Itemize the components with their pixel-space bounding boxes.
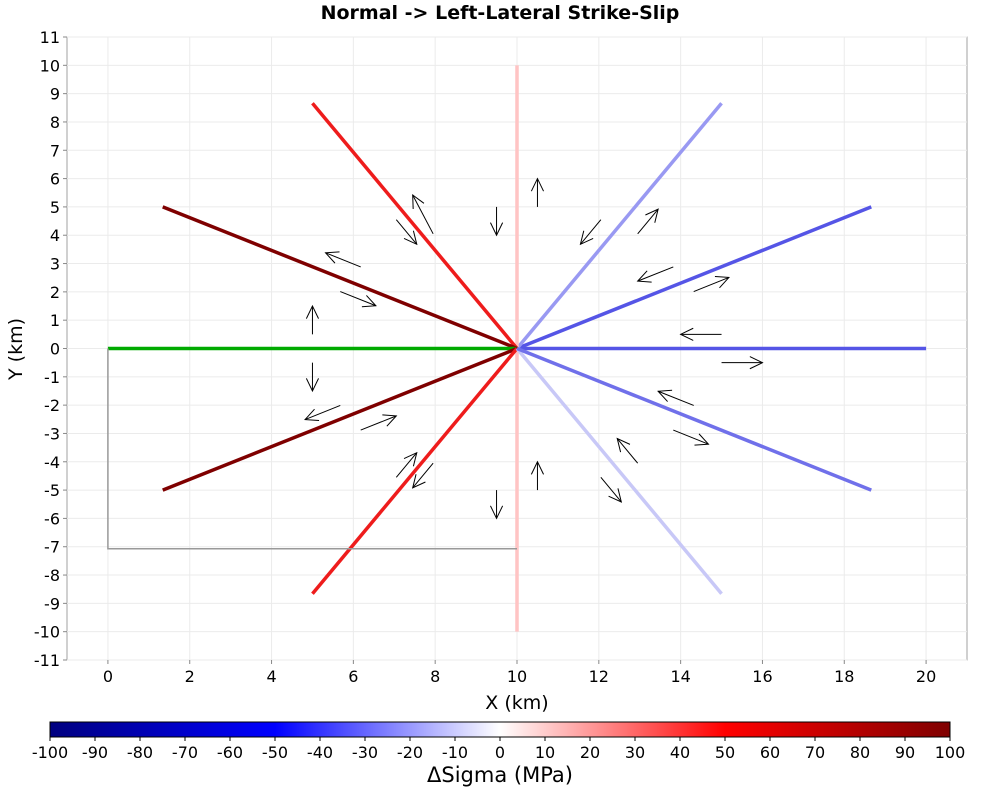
colorbar-tick-label: -10: [442, 743, 468, 762]
colorbar-tick-label: 10: [535, 743, 555, 762]
x-tick-label: 20: [916, 667, 936, 686]
colorbar-tick-label: 90: [895, 743, 915, 762]
colorbar-tick-label: 30: [625, 743, 645, 762]
slip-arrow: [530, 460, 544, 491]
colorbar-label: ΔSigma (MPa): [427, 763, 573, 787]
y-tick-label: -2: [44, 396, 60, 415]
y-tick-label: -9: [44, 594, 60, 613]
slip-arrow: [305, 304, 319, 335]
y-tick-label: 11: [40, 28, 60, 47]
colorbar-tick-label: 20: [580, 743, 600, 762]
slip-arrow: [412, 193, 434, 235]
x-tick-label: 18: [834, 667, 854, 686]
slip-arrow: [530, 177, 544, 207]
colorbar-tick-label: 100: [935, 743, 966, 762]
y-tick-label: -5: [44, 481, 60, 500]
fault-line-1: [516, 205, 872, 351]
slip-arrow: [693, 275, 730, 293]
x-tick-label: 4: [266, 667, 276, 686]
y-tick-label: 8: [50, 113, 60, 132]
fault-line-4: [311, 102, 519, 350]
y-tick-label: 3: [50, 255, 60, 274]
slip-arrow: [324, 251, 361, 268]
colorbar-tick-label: -30: [352, 743, 378, 762]
x-tick-label: 12: [589, 667, 609, 686]
fault-line-10: [516, 346, 872, 492]
slip-arrow: [636, 266, 674, 283]
colorbar-tick-label: 40: [670, 743, 690, 762]
colorbar-tick-label: -40: [307, 743, 333, 762]
colorbar-tick-label: -100: [32, 743, 68, 762]
y-tick-label: 0: [50, 340, 60, 359]
fault-outline: [107, 348, 517, 550]
colorbar-tick-label: 50: [715, 743, 735, 762]
y-tick-label: 5: [50, 198, 60, 217]
y-tick-label: 2: [50, 283, 60, 302]
fault-line-5: [162, 205, 518, 351]
slip-arrow: [411, 462, 434, 489]
x-tick-label: 2: [185, 667, 195, 686]
fault-line-7: [162, 346, 518, 492]
slip-arrow: [490, 490, 504, 520]
slip-arrow: [673, 429, 710, 446]
y-tick-label: -1: [44, 368, 60, 387]
y-axis-label: Y (km): [5, 318, 27, 381]
x-tick-label: 14: [670, 667, 690, 686]
colorbar-tick-label: -20: [397, 743, 423, 762]
y-tick-label: -8: [44, 566, 60, 585]
fault-line-8: [311, 347, 519, 595]
x-tick-label: 6: [348, 667, 358, 686]
fault-line-9: [515, 347, 723, 595]
y-tick-label: 9: [50, 85, 60, 104]
y-tick-label: 1: [50, 311, 60, 330]
colorbar-tick-label: -90: [82, 743, 108, 762]
y-tick-label: -10: [34, 623, 60, 642]
y-tick-label: -7: [44, 538, 60, 557]
x-tick-label: 16: [752, 667, 772, 686]
slip-arrow: [616, 437, 639, 464]
fault-line-2: [515, 102, 723, 350]
colorbar: [49, 721, 951, 738]
x-axis-ticks: 0 2 4 6 8 10 12 14 16 18 20: [103, 660, 936, 686]
slip-arrow: [395, 219, 418, 246]
x-tick-label: 8: [430, 667, 440, 686]
slip-arrow: [305, 362, 319, 393]
slip-arrow: [600, 477, 623, 503]
colorbar-tick-label: -60: [217, 743, 243, 762]
slip-arrow: [637, 208, 659, 235]
x-tick-label: 10: [507, 667, 527, 686]
x-tick-label: 0: [103, 667, 113, 686]
slip-arrow: [579, 219, 602, 246]
y-tick-label: 6: [50, 170, 60, 189]
slip-arrow: [340, 291, 377, 308]
colorbar-tick-label: 60: [760, 743, 780, 762]
y-tick-label: 4: [50, 226, 60, 245]
slip-arrows: [304, 177, 764, 520]
y-tick-label: -11: [34, 651, 60, 670]
y-tick-label: -3: [44, 424, 60, 443]
colorbar-ticks: -100 -90 -80 -70 -60 -50 -40 -30 -20 -10 0 10 20 30 40…: [32, 737, 965, 762]
slip-arrow: [395, 451, 418, 478]
colorbar-tick-label: 80: [850, 743, 870, 762]
colorbar-tick-label: -50: [262, 743, 288, 762]
colorbar-tick-label: -70: [172, 743, 198, 762]
x-axis-label: X (km): [485, 692, 548, 714]
y-tick-label: 10: [40, 56, 60, 75]
slip-arrow: [679, 327, 722, 341]
colorbar-tick-label: 70: [805, 743, 825, 762]
colorbar-tick-label: -80: [127, 743, 153, 762]
colorbar-tick-label: 0: [495, 743, 505, 762]
slip-arrow: [360, 414, 398, 431]
fault-lines: [107, 65, 927, 632]
slip-arrow: [657, 389, 694, 406]
y-tick-label: -4: [44, 453, 60, 472]
y-tick-label: -6: [44, 509, 60, 528]
y-tick-label: 7: [50, 141, 60, 160]
slip-arrow: [304, 404, 341, 422]
chart-title: Normal -> Left-Lateral Strike-Slip: [320, 2, 680, 24]
slip-arrow: [721, 356, 764, 370]
slip-arrow: [490, 206, 504, 237]
